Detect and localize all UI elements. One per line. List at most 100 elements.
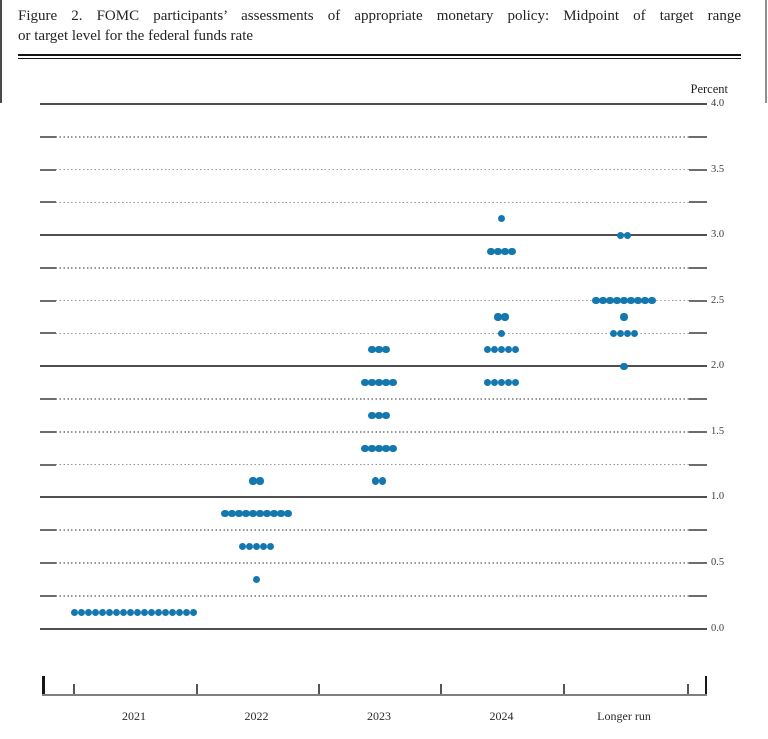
projection-dot xyxy=(368,444,376,452)
x-axis-category-label: 2021 xyxy=(122,709,146,723)
gridline-solid xyxy=(40,365,707,368)
gridline-end-dash xyxy=(689,561,707,564)
projection-dot xyxy=(256,510,264,518)
y-tick-label: 1.0 xyxy=(711,491,725,503)
projection-dot xyxy=(592,297,600,305)
projection-dot xyxy=(371,477,380,485)
projection-dot xyxy=(494,247,502,256)
projection-dot xyxy=(490,379,499,387)
figure-title: Figure 2. FOMC participants’ assessments… xyxy=(18,6,741,46)
projection-dot xyxy=(620,362,628,370)
gridline-end-dash xyxy=(40,299,56,302)
projection-dot xyxy=(277,510,285,518)
projection-dot xyxy=(263,510,271,518)
projection-dot xyxy=(613,297,621,305)
projection-dot xyxy=(242,510,250,518)
gridline-end-dash xyxy=(40,398,56,401)
header-double-rule-bottom xyxy=(18,58,741,59)
projection-dot xyxy=(630,329,639,338)
projection-dot xyxy=(497,329,506,338)
gridline-dotted xyxy=(40,463,707,466)
x-axis-category-label: Longer run xyxy=(597,709,651,723)
projection-dot xyxy=(161,608,170,616)
projection-dot xyxy=(501,313,509,321)
page-edge-artifact-left xyxy=(0,0,2,103)
x-axis-tick xyxy=(563,684,565,694)
header-double-rule-top xyxy=(18,54,741,56)
x-axis-tick xyxy=(318,684,320,694)
gridline-end-dash xyxy=(689,463,707,466)
projection-dot xyxy=(620,313,628,321)
projection-dot xyxy=(140,608,149,616)
projection-dot xyxy=(98,608,107,616)
projection-dot xyxy=(70,608,79,616)
projection-dot xyxy=(511,379,520,387)
projection-dot xyxy=(616,329,625,338)
gridline-dotted xyxy=(40,266,707,269)
projection-dot xyxy=(497,346,506,354)
gridline-end-dash xyxy=(40,430,56,433)
y-tick-label: 1.5 xyxy=(711,425,725,437)
projection-dot xyxy=(228,510,236,518)
gridline-end-dash xyxy=(40,529,56,532)
projection-dot xyxy=(256,477,264,485)
projection-dot xyxy=(389,379,397,387)
projection-dot xyxy=(623,231,632,239)
projection-dot xyxy=(508,247,516,256)
figure-title-line-2: or target level for the federal funds ra… xyxy=(18,28,254,44)
gridline-end-dash xyxy=(689,266,707,269)
projection-dot xyxy=(112,608,121,616)
x-axis-tick xyxy=(687,684,689,694)
projection-dot xyxy=(368,379,376,387)
projection-dot xyxy=(375,411,383,419)
gridline-dotted xyxy=(40,135,707,138)
gridline-end-dash xyxy=(689,398,707,401)
page-edge-artifact-right xyxy=(765,0,767,103)
y-tick-label: 0.0 xyxy=(711,622,725,634)
projection-dot xyxy=(494,313,502,321)
gridline-dotted xyxy=(40,332,707,335)
x-axis-end-tick xyxy=(42,676,45,694)
projection-dot xyxy=(504,379,513,387)
projection-dot xyxy=(221,510,229,518)
y-tick-label: 3.5 xyxy=(711,163,725,175)
y-tick-label: 3.0 xyxy=(711,229,725,241)
projection-dot xyxy=(91,608,100,616)
projection-dot xyxy=(497,215,506,223)
projection-dot xyxy=(238,542,247,551)
gridline-end-dash xyxy=(689,529,707,532)
gridline-end-dash xyxy=(689,201,707,204)
gridline-solid xyxy=(40,103,707,105)
projection-dot xyxy=(378,477,387,485)
projection-dot xyxy=(182,608,191,616)
y-tick-label: 0.5 xyxy=(711,556,725,568)
projection-dot xyxy=(382,411,390,419)
gridline-dotted xyxy=(40,529,707,532)
projection-dot xyxy=(648,297,656,305)
projection-dot xyxy=(599,297,607,305)
projection-dot xyxy=(627,297,635,305)
projection-dot xyxy=(616,231,625,239)
projection-dot xyxy=(382,444,390,452)
projection-dot xyxy=(504,346,513,354)
projection-dot xyxy=(382,379,390,387)
projection-dot xyxy=(133,608,142,616)
projection-dot xyxy=(623,329,632,338)
gridline-dotted xyxy=(40,561,707,564)
projection-dot xyxy=(270,510,278,518)
projection-dot xyxy=(249,510,257,518)
projection-dot xyxy=(126,608,135,616)
x-axis-category-label: 2024 xyxy=(489,709,514,723)
gridline-solid xyxy=(40,234,707,237)
gridline-end-dash xyxy=(689,168,707,171)
projection-dot xyxy=(259,542,268,551)
x-axis-end-tick xyxy=(704,676,707,694)
y-tick-label: 4.0 xyxy=(711,98,725,109)
gridline-end-dash xyxy=(40,266,56,269)
projection-dot xyxy=(483,346,492,354)
projection-dot xyxy=(375,346,383,354)
figure-title-line-1: Figure 2. FOMC participants’ assessments… xyxy=(18,8,741,24)
projection-dot xyxy=(511,346,520,354)
gridline-dotted xyxy=(40,201,707,204)
gridline-solid xyxy=(40,496,707,499)
